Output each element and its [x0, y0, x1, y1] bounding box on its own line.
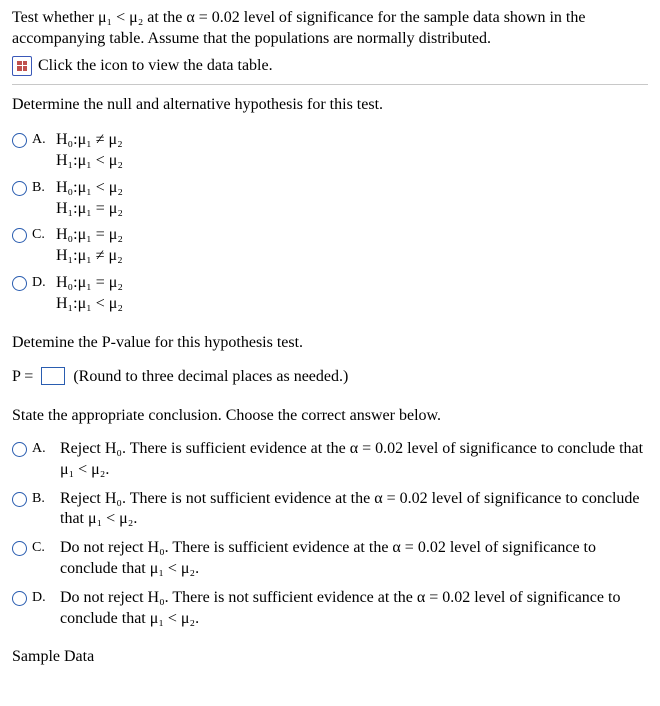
radio-button[interactable]	[12, 181, 27, 196]
choice-letter: C.	[32, 226, 54, 244]
hypothesis-prompt: Determine the null and alternative hypot…	[12, 95, 648, 116]
choice-row: D. Do not reject H₀. There is not suffic…	[12, 588, 648, 630]
choice-text: Reject H₀. There is not sufficient evide…	[60, 489, 648, 531]
choice-text: Reject H₀. There is sufficient evidence …	[60, 439, 648, 481]
radio-button[interactable]	[12, 591, 27, 606]
radio-button[interactable]	[12, 133, 27, 148]
pvalue-prompt: Detemine the P-value for this hypothesis…	[12, 333, 648, 354]
radio-button[interactable]	[12, 442, 27, 457]
p-value-hint: (Round to three decimal places as needed…	[73, 368, 348, 385]
divider	[12, 84, 648, 85]
data-table-link[interactable]: Click the icon to view the data table.	[38, 56, 273, 77]
choice-letter: C.	[32, 539, 54, 557]
question-intro: Test whether μ₁ < μ₂ at the α = 0.02 lev…	[12, 8, 648, 50]
choice-row: C. Do not reject H₀. There is sufficient…	[12, 538, 648, 580]
choice-letter: B.	[32, 179, 54, 197]
hypothesis-h0: H₀:μ₁ = μ₂	[56, 225, 123, 246]
choice-letter: A.	[32, 131, 54, 149]
hypothesis-h0: H₀:μ₁ < μ₂	[56, 178, 123, 199]
hypothesis-h1: H₁:μ₁ < μ₂	[56, 151, 123, 172]
choice-text: Do not reject H₀. There is sufficient ev…	[60, 538, 648, 580]
choice-letter: B.	[32, 490, 54, 508]
hypothesis-h1: H₁:μ₁ ≠ μ₂	[56, 246, 123, 267]
hypothesis-h0: H₀:μ₁ = μ₂	[56, 273, 123, 294]
choice-row: B. H₀:μ₁ < μ₂ H₁:μ₁ = μ₂	[12, 178, 648, 220]
choice-letter: D.	[32, 589, 54, 607]
choice-row: A. Reject H₀. There is sufficient eviden…	[12, 439, 648, 481]
sample-data-heading: Sample Data	[12, 647, 648, 668]
p-value-input[interactable]	[41, 367, 65, 385]
choice-row: B. Reject H₀. There is not sufficient ev…	[12, 489, 648, 531]
hypothesis-h1: H₁:μ₁ = μ₂	[56, 199, 123, 220]
choice-row: C. H₀:μ₁ = μ₂ H₁:μ₁ ≠ μ₂	[12, 225, 648, 267]
p-equals-label: P =	[12, 368, 33, 385]
conclusion-prompt: State the appropriate conclusion. Choose…	[12, 406, 648, 427]
radio-button[interactable]	[12, 276, 27, 291]
data-table-icon[interactable]	[12, 56, 32, 76]
hypothesis-h1: H₁:μ₁ < μ₂	[56, 294, 123, 315]
choice-letter: D.	[32, 274, 54, 292]
choice-text: Do not reject H₀. There is not sufficien…	[60, 588, 648, 630]
radio-button[interactable]	[12, 541, 27, 556]
radio-button[interactable]	[12, 492, 27, 507]
choice-row: D. H₀:μ₁ = μ₂ H₁:μ₁ < μ₂	[12, 273, 648, 315]
choice-letter: A.	[32, 440, 54, 458]
hypothesis-h0: H₀:μ₁ ≠ μ₂	[56, 130, 123, 151]
choice-row: A. H₀:μ₁ ≠ μ₂ H₁:μ₁ < μ₂	[12, 130, 648, 172]
radio-button[interactable]	[12, 228, 27, 243]
